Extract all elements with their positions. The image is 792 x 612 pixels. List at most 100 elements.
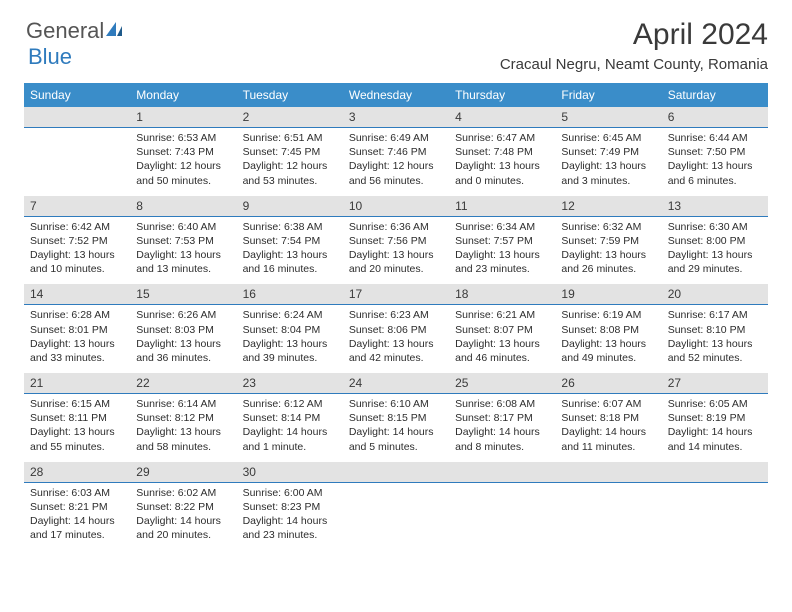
sunrise: Sunrise: 6:30 AM xyxy=(668,220,762,234)
sunset: Sunset: 7:49 PM xyxy=(561,145,655,159)
daylight: Daylight: 13 hours and 6 minutes. xyxy=(668,159,762,187)
sunrise: Sunrise: 6:47 AM xyxy=(455,131,549,145)
sunrise: Sunrise: 6:49 AM xyxy=(349,131,443,145)
day-header-row: Sunday Monday Tuesday Wednesday Thursday… xyxy=(24,83,768,107)
day-cell: Sunrise: 6:12 AMSunset: 8:14 PMDaylight:… xyxy=(237,394,343,462)
day-number: 4 xyxy=(449,107,555,128)
day-number: 7 xyxy=(24,196,130,217)
daylight: Daylight: 13 hours and 49 minutes. xyxy=(561,337,655,365)
day-number xyxy=(555,462,661,483)
sunrise: Sunrise: 6:44 AM xyxy=(668,131,762,145)
daylight: Daylight: 14 hours and 20 minutes. xyxy=(136,514,230,542)
day-number: 8 xyxy=(130,196,236,217)
sunrise: Sunrise: 6:10 AM xyxy=(349,397,443,411)
day-header: Friday xyxy=(555,83,661,107)
daylight: Daylight: 14 hours and 14 minutes. xyxy=(668,425,762,453)
sunset: Sunset: 8:04 PM xyxy=(243,323,337,337)
sunrise: Sunrise: 6:40 AM xyxy=(136,220,230,234)
day-cell: Sunrise: 6:00 AMSunset: 8:23 PMDaylight:… xyxy=(237,482,343,550)
day-cell: Sunrise: 6:45 AMSunset: 7:49 PMDaylight:… xyxy=(555,128,661,196)
day-cell xyxy=(343,482,449,550)
sunset: Sunset: 8:00 PM xyxy=(668,234,762,248)
day-number: 18 xyxy=(449,284,555,305)
sunset: Sunset: 8:18 PM xyxy=(561,411,655,425)
day-cell: Sunrise: 6:23 AMSunset: 8:06 PMDaylight:… xyxy=(343,305,449,373)
day-number: 6 xyxy=(662,107,768,128)
daylight: Daylight: 12 hours and 53 minutes. xyxy=(243,159,337,187)
sunrise: Sunrise: 6:24 AM xyxy=(243,308,337,322)
daylight: Daylight: 14 hours and 17 minutes. xyxy=(30,514,124,542)
sunrise: Sunrise: 6:34 AM xyxy=(455,220,549,234)
daylight: Daylight: 13 hours and 0 minutes. xyxy=(455,159,549,187)
day-cell: Sunrise: 6:53 AMSunset: 7:43 PMDaylight:… xyxy=(130,128,236,196)
daylight: Daylight: 13 hours and 26 minutes. xyxy=(561,248,655,276)
day-number: 21 xyxy=(24,373,130,394)
day-number: 25 xyxy=(449,373,555,394)
sunrise: Sunrise: 6:17 AM xyxy=(668,308,762,322)
day-number: 15 xyxy=(130,284,236,305)
sunrise: Sunrise: 6:53 AM xyxy=(136,131,230,145)
sunset: Sunset: 8:23 PM xyxy=(243,500,337,514)
daylight: Daylight: 14 hours and 23 minutes. xyxy=(243,514,337,542)
day-number: 11 xyxy=(449,196,555,217)
daylight: Daylight: 13 hours and 58 minutes. xyxy=(136,425,230,453)
daynum-row: 1 2 3 4 5 6 xyxy=(24,107,768,128)
sunrise: Sunrise: 6:02 AM xyxy=(136,486,230,500)
sunset: Sunset: 8:01 PM xyxy=(30,323,124,337)
sunset: Sunset: 8:06 PM xyxy=(349,323,443,337)
sunrise: Sunrise: 6:32 AM xyxy=(561,220,655,234)
day-number: 10 xyxy=(343,196,449,217)
sunrise: Sunrise: 6:42 AM xyxy=(30,220,124,234)
day-number xyxy=(449,462,555,483)
sunset: Sunset: 7:48 PM xyxy=(455,145,549,159)
daynum-row: 7 8 9 10 11 12 13 xyxy=(24,196,768,217)
sunset: Sunset: 7:54 PM xyxy=(243,234,337,248)
logo-word1: General xyxy=(26,18,104,44)
day-number: 16 xyxy=(237,284,343,305)
day-cell xyxy=(449,482,555,550)
day-number: 28 xyxy=(24,462,130,483)
title-block: April 2024 Cracaul Negru, Neamt County, … xyxy=(500,18,768,73)
daylight: Daylight: 13 hours and 3 minutes. xyxy=(561,159,655,187)
daylight: Daylight: 13 hours and 52 minutes. xyxy=(668,337,762,365)
sunrise: Sunrise: 6:45 AM xyxy=(561,131,655,145)
day-cell xyxy=(24,128,130,196)
day-number xyxy=(662,462,768,483)
day-cell xyxy=(555,482,661,550)
daynum-row: 28 29 30 xyxy=(24,462,768,483)
daylight: Daylight: 13 hours and 36 minutes. xyxy=(136,337,230,365)
day-cell xyxy=(662,482,768,550)
day-cell: Sunrise: 6:24 AMSunset: 8:04 PMDaylight:… xyxy=(237,305,343,373)
daylight: Daylight: 13 hours and 13 minutes. xyxy=(136,248,230,276)
daylight: Daylight: 12 hours and 50 minutes. xyxy=(136,159,230,187)
sunset: Sunset: 7:53 PM xyxy=(136,234,230,248)
sunset: Sunset: 7:50 PM xyxy=(668,145,762,159)
daylight: Daylight: 14 hours and 5 minutes. xyxy=(349,425,443,453)
sunset: Sunset: 7:52 PM xyxy=(30,234,124,248)
page-container: General April 2024 Cracaul Negru, Neamt … xyxy=(0,0,792,568)
sunrise: Sunrise: 6:07 AM xyxy=(561,397,655,411)
day-cell: Sunrise: 6:40 AMSunset: 7:53 PMDaylight:… xyxy=(130,216,236,284)
day-number: 19 xyxy=(555,284,661,305)
sunrise: Sunrise: 6:28 AM xyxy=(30,308,124,322)
content-row: Sunrise: 6:03 AMSunset: 8:21 PMDaylight:… xyxy=(24,482,768,550)
day-number: 17 xyxy=(343,284,449,305)
day-cell: Sunrise: 6:26 AMSunset: 8:03 PMDaylight:… xyxy=(130,305,236,373)
day-number: 29 xyxy=(130,462,236,483)
daylight: Daylight: 14 hours and 11 minutes. xyxy=(561,425,655,453)
sunset: Sunset: 7:45 PM xyxy=(243,145,337,159)
logo-word2-wrap: Blue xyxy=(28,44,72,70)
sunset: Sunset: 8:10 PM xyxy=(668,323,762,337)
day-header: Thursday xyxy=(449,83,555,107)
day-header: Monday xyxy=(130,83,236,107)
day-cell: Sunrise: 6:51 AMSunset: 7:45 PMDaylight:… xyxy=(237,128,343,196)
sunset: Sunset: 8:11 PM xyxy=(30,411,124,425)
month-title: April 2024 xyxy=(500,18,768,52)
daylight: Daylight: 13 hours and 42 minutes. xyxy=(349,337,443,365)
day-cell: Sunrise: 6:03 AMSunset: 8:21 PMDaylight:… xyxy=(24,482,130,550)
sunrise: Sunrise: 6:08 AM xyxy=(455,397,549,411)
sunrise: Sunrise: 6:03 AM xyxy=(30,486,124,500)
sunrise: Sunrise: 6:38 AM xyxy=(243,220,337,234)
sunrise: Sunrise: 6:51 AM xyxy=(243,131,337,145)
day-number: 24 xyxy=(343,373,449,394)
